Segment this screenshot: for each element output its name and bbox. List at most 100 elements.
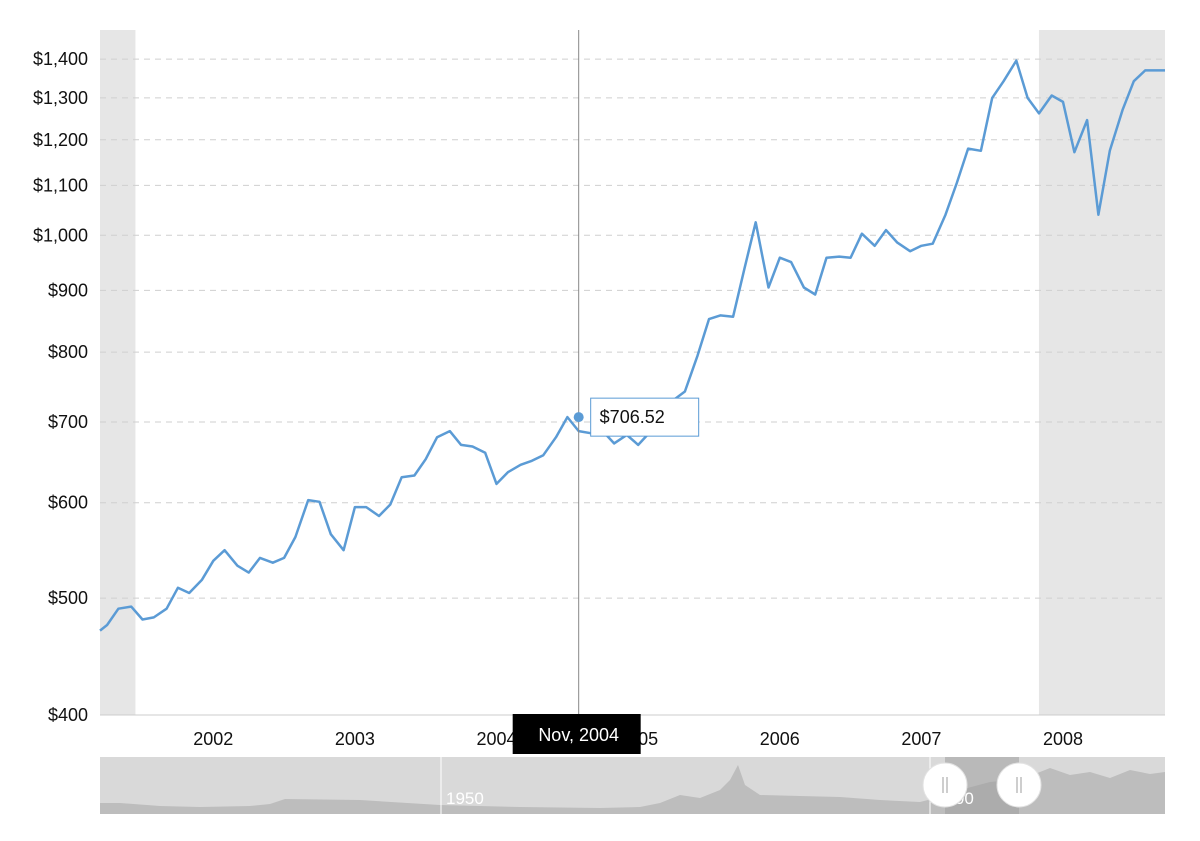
series-point bbox=[541, 453, 545, 457]
date-flag-box bbox=[512, 714, 641, 754]
series-point bbox=[187, 591, 191, 595]
y-tick-label: $400 bbox=[48, 705, 88, 725]
series-point bbox=[778, 256, 782, 260]
series-point bbox=[364, 505, 368, 509]
series-point bbox=[931, 242, 935, 246]
series-point bbox=[1096, 213, 1100, 217]
y-tick-label: $1,100 bbox=[33, 175, 88, 195]
series-point bbox=[412, 474, 416, 478]
y-tick-label: $700 bbox=[48, 412, 88, 432]
y-tick-label: $1,000 bbox=[33, 225, 88, 245]
series-point bbox=[813, 293, 817, 297]
series-point bbox=[1072, 150, 1076, 154]
series-point bbox=[565, 415, 569, 419]
x-tick-label: 2004 bbox=[477, 729, 517, 749]
series-point bbox=[342, 548, 346, 552]
series-point bbox=[435, 435, 439, 439]
series-point bbox=[483, 451, 487, 455]
x-tick-label: 2007 bbox=[901, 729, 941, 749]
series-point bbox=[377, 514, 381, 518]
series-point bbox=[1014, 59, 1018, 63]
series-point bbox=[152, 615, 156, 619]
series-point bbox=[293, 535, 297, 539]
series-point bbox=[165, 607, 169, 611]
series-point bbox=[919, 244, 923, 248]
navigator-handle-left[interactable] bbox=[922, 762, 968, 808]
series-point bbox=[353, 505, 357, 509]
series-point bbox=[116, 607, 120, 611]
series-point bbox=[1108, 149, 1112, 153]
series-point bbox=[849, 256, 853, 260]
series-point bbox=[1026, 96, 1030, 100]
series-point bbox=[802, 286, 806, 290]
range-navigator[interactable]: 1950 2000 bbox=[100, 757, 1165, 814]
series-point bbox=[306, 498, 310, 502]
series-point bbox=[247, 571, 251, 575]
navigator-handle-right[interactable] bbox=[996, 762, 1042, 808]
y-tick-label: $1,200 bbox=[33, 130, 88, 150]
series-point bbox=[329, 532, 333, 536]
series-point bbox=[318, 500, 322, 504]
date-flag-label: Nov, 2004 bbox=[538, 725, 619, 745]
series-point bbox=[1050, 93, 1054, 97]
y-tick-label: $600 bbox=[48, 493, 88, 513]
series-point bbox=[1121, 108, 1125, 112]
series-point bbox=[766, 286, 770, 290]
y-axis-ticks: $400 $500 $600 $700 $800 $900 $1,000 $1,100 $1,2… bbox=[33, 49, 88, 725]
series-point bbox=[1132, 79, 1136, 83]
series-point bbox=[825, 256, 829, 260]
series-point bbox=[718, 313, 722, 317]
series-point bbox=[1085, 118, 1089, 122]
series-point bbox=[754, 220, 758, 224]
tooltip-box bbox=[590, 397, 700, 437]
x-tick-label: 2008 bbox=[1043, 729, 1083, 749]
gridlines bbox=[100, 58, 1165, 599]
series-point bbox=[1002, 79, 1006, 83]
navigator-series-area bbox=[100, 765, 1165, 814]
hover-point bbox=[573, 412, 584, 423]
y-tick-label: $1,400 bbox=[33, 49, 88, 69]
series-point bbox=[470, 445, 474, 449]
y-tick-label: $1,300 bbox=[33, 88, 88, 108]
date-flag: Nov, 2004 bbox=[512, 714, 641, 754]
series-point bbox=[789, 260, 793, 264]
series-point bbox=[612, 441, 616, 445]
series-point bbox=[129, 605, 133, 609]
series-point bbox=[990, 96, 994, 100]
series-point bbox=[696, 353, 700, 357]
series-point bbox=[979, 149, 983, 153]
series-point bbox=[271, 561, 275, 565]
series-point bbox=[200, 578, 204, 582]
y-tick-label: $800 bbox=[48, 342, 88, 362]
series-point bbox=[837, 255, 841, 259]
series-point bbox=[223, 548, 227, 552]
series-point bbox=[424, 457, 428, 461]
shaded-band bbox=[100, 30, 136, 715]
x-tick-label: 2003 bbox=[335, 729, 375, 749]
value-tooltip: $706.52 bbox=[590, 397, 700, 437]
series-point bbox=[636, 443, 640, 447]
series-point bbox=[884, 228, 888, 232]
series-point bbox=[495, 482, 499, 486]
series-point bbox=[105, 623, 109, 627]
series-point bbox=[282, 556, 286, 560]
series-line bbox=[99, 59, 1165, 632]
y-tick-label: $500 bbox=[48, 588, 88, 608]
series-point bbox=[388, 502, 392, 506]
series-point bbox=[683, 389, 687, 393]
series-point bbox=[554, 435, 558, 439]
x-tick-label: 2002 bbox=[193, 729, 233, 749]
navigator-label-1950: 1950 bbox=[446, 789, 484, 808]
recession-shading-layer bbox=[100, 30, 1165, 715]
series-point bbox=[448, 429, 452, 433]
series-point bbox=[506, 470, 510, 474]
series-point bbox=[860, 232, 864, 236]
series-point bbox=[140, 618, 144, 622]
series-point bbox=[519, 463, 523, 467]
series-point bbox=[895, 241, 899, 245]
series-point bbox=[530, 459, 534, 463]
series-point bbox=[1163, 68, 1167, 72]
series-point bbox=[258, 556, 262, 560]
series-point bbox=[742, 267, 746, 271]
